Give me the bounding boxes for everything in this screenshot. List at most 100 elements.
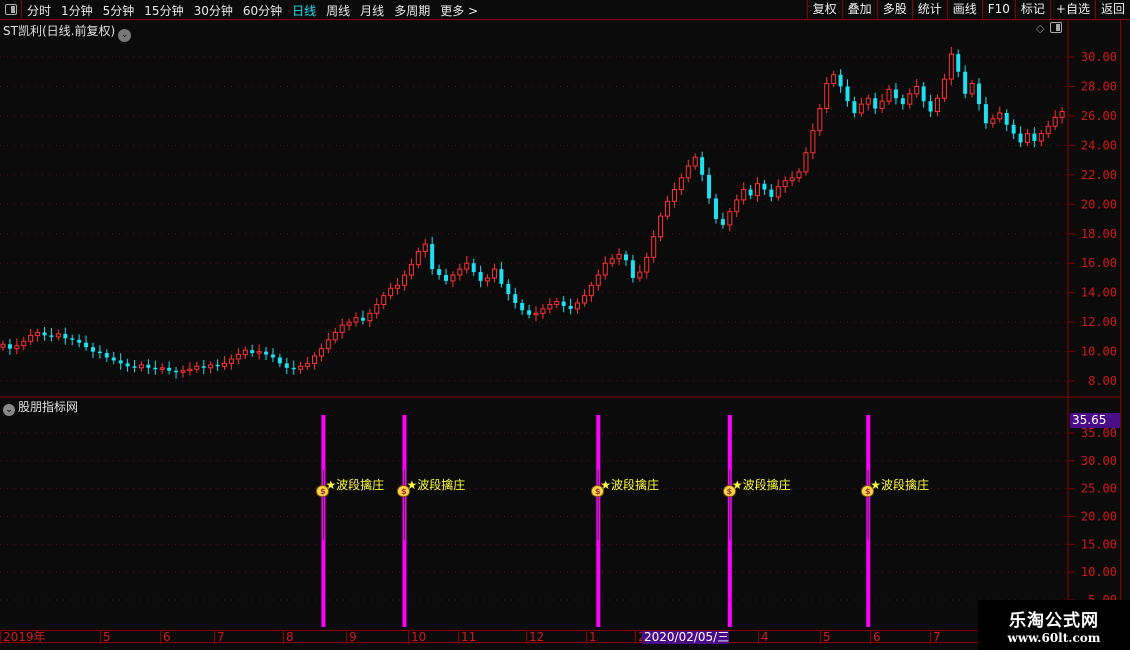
candle-body — [0, 343, 6, 348]
time-axis-label: 10 — [408, 631, 426, 644]
candle-body — [298, 365, 304, 370]
indicator-axis-label: 15.00 — [1081, 537, 1117, 551]
candle-body — [146, 364, 151, 368]
candle-body — [1004, 112, 1009, 125]
candle-body — [437, 269, 442, 276]
tool-button[interactable]: 复权 — [806, 0, 842, 20]
candle-body — [367, 312, 373, 322]
period-tab[interactable]: 15分钟 — [144, 4, 184, 18]
candle-body — [111, 357, 116, 361]
candle-body — [256, 351, 262, 354]
chevron-down-icon[interactable]: ⌄ — [3, 404, 15, 416]
candle-body — [700, 157, 705, 175]
candle-body — [35, 331, 41, 336]
indicator-title[interactable]: ⌄ 股朋指标网 — [3, 398, 78, 416]
tool-button[interactable]: +自选 — [1049, 0, 1095, 20]
period-tab[interactable]: 日线 — [292, 4, 317, 18]
time-axis-label: 11 — [458, 631, 476, 644]
money-bag-icon: $ — [397, 485, 411, 497]
diamond-icon[interactable]: ◇ — [1036, 22, 1045, 35]
candle-body — [900, 98, 905, 105]
tool-button[interactable]: 统计 — [911, 0, 947, 20]
layout-toggle-icon[interactable] — [0, 0, 22, 20]
right-side-panel[interactable] — [1120, 20, 1130, 630]
candle-body — [845, 86, 850, 102]
panel-layout-icon[interactable] — [1050, 22, 1063, 33]
period-tab[interactable]: 分时 — [27, 4, 52, 18]
tool-button[interactable]: 多股 — [876, 0, 912, 20]
candle-body — [575, 302, 581, 310]
period-tab[interactable]: 60分钟 — [242, 4, 283, 18]
candle-body — [1045, 125, 1051, 135]
period-tab[interactable]: 更多 > — [440, 4, 479, 18]
candle-body — [14, 345, 20, 350]
candle-body — [637, 271, 643, 279]
indicator-axis-label: 25.00 — [1081, 482, 1117, 496]
tool-button[interactable]: 标记 — [1014, 0, 1050, 20]
candle-body — [581, 295, 587, 304]
candle-body — [242, 349, 248, 356]
price-axis-label: 22.00 — [1081, 168, 1117, 182]
candle-body — [49, 335, 54, 337]
candle-body — [457, 268, 463, 276]
time-axis-label: 7 — [930, 631, 941, 644]
candle-body — [803, 152, 809, 173]
candle-body — [277, 357, 282, 364]
watermark-name: 乐淘公式网 — [1009, 611, 1099, 631]
tool-button[interactable]: 叠加 — [841, 0, 877, 20]
candle-body — [332, 331, 338, 341]
candle-body — [755, 183, 761, 196]
candle-body — [415, 250, 421, 266]
money-bag-icon: $ — [722, 485, 736, 497]
candle-body — [769, 189, 774, 197]
stock-title[interactable]: ST凯利(日线.前复权) ⌄ — [3, 22, 132, 42]
candle-body — [291, 367, 296, 370]
candle-body — [948, 53, 954, 80]
signal-label: ★波段擒庄 — [325, 478, 385, 492]
candle-body — [222, 362, 228, 367]
money-bag-icon: $ — [861, 485, 875, 497]
candle-body — [720, 219, 725, 225]
period-tab[interactable]: 多周期 — [394, 4, 431, 18]
period-tab[interactable]: 月线 — [360, 4, 385, 18]
candle-body — [527, 310, 532, 315]
candle-body — [180, 370, 186, 373]
candle-body — [7, 344, 12, 349]
time-axis-label: 8 — [283, 631, 294, 644]
candle-body — [21, 340, 27, 347]
panel-icons: ◇ — [1036, 22, 1063, 35]
time-axis-label: 7 — [214, 631, 225, 644]
tool-button[interactable]: F10 — [981, 0, 1015, 20]
candle-body — [692, 156, 698, 167]
candle-body — [838, 74, 843, 87]
candle-body — [215, 364, 220, 367]
candle-body — [77, 339, 82, 343]
candle-body — [796, 171, 802, 179]
tool-button[interactable]: 画线 — [946, 0, 982, 20]
candle-body — [810, 130, 816, 154]
candle-body — [817, 108, 823, 132]
candle-body — [63, 333, 68, 339]
candle-body — [311, 355, 317, 364]
candle-body — [727, 211, 733, 226]
candle-body — [852, 101, 857, 113]
candle-body — [70, 338, 75, 340]
candle-body — [630, 260, 635, 278]
candle-body — [353, 317, 359, 323]
time-axis-label: 6 — [160, 631, 171, 644]
candle-body — [568, 305, 573, 309]
candle-body — [132, 366, 137, 368]
period-tab[interactable]: 1分钟 — [61, 4, 93, 18]
period-tab[interactable]: 30分钟 — [193, 4, 233, 18]
candle-body — [499, 269, 504, 284]
candle-body — [623, 254, 628, 261]
chevron-down-icon[interactable]: ⌄ — [118, 29, 132, 42]
tool-button[interactable]: 返回 — [1094, 0, 1130, 20]
period-tab[interactable]: 周线 — [326, 4, 351, 18]
candle-body — [97, 351, 102, 354]
price-axis-label: 30.00 — [1081, 50, 1117, 64]
candle-body — [381, 295, 387, 305]
period-tab[interactable]: 5分钟 — [102, 4, 135, 18]
candle-body — [264, 351, 269, 355]
